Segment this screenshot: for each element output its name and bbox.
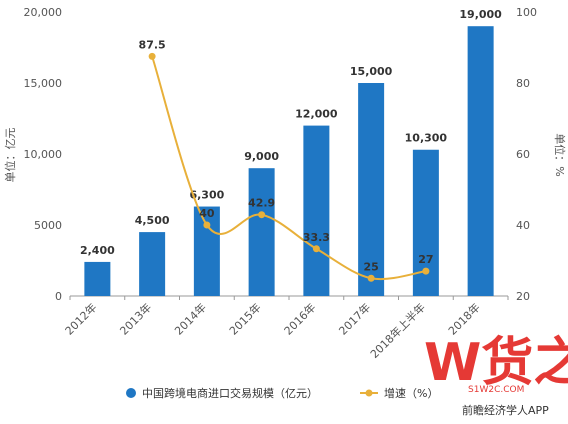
watermark-url: S1W2C.COM bbox=[468, 385, 524, 395]
bar bbox=[84, 261, 111, 296]
line-series: 87.5 40 42.9 33.3 25 27 bbox=[139, 38, 434, 282]
growth-point bbox=[258, 211, 266, 219]
left-axis-ticks: 0 5000 10,000 15,000 20,000 bbox=[24, 6, 63, 303]
growth-value-label: 40 bbox=[199, 207, 215, 220]
legend-line-label: 增速（%） bbox=[384, 386, 438, 400]
bar bbox=[467, 26, 494, 296]
bar-value-label: 6,300 bbox=[189, 189, 224, 202]
x-tick-label: 2012年 bbox=[62, 300, 99, 337]
bar-value-label: 10,300 bbox=[405, 132, 448, 145]
bar bbox=[358, 83, 385, 296]
x-tick-label: 2013年 bbox=[117, 300, 154, 337]
bar-value-label: 4,500 bbox=[135, 214, 170, 227]
x-tick-label: 2016年 bbox=[281, 300, 318, 337]
left-tick-label: 20,000 bbox=[24, 6, 63, 19]
bar bbox=[248, 168, 275, 296]
growth-value-label: 42.9 bbox=[248, 197, 275, 210]
right-tick-label: 80 bbox=[516, 77, 530, 90]
x-tick-label: 2015年 bbox=[226, 300, 263, 337]
left-axis-title: 单位：亿元 bbox=[3, 128, 17, 183]
growth-point bbox=[203, 221, 211, 229]
watermark-caption: 前瞻经济学人APP bbox=[462, 403, 549, 417]
axes bbox=[69, 295, 509, 300]
left-tick-label: 0 bbox=[55, 290, 62, 303]
legend-bar-swatch bbox=[126, 388, 136, 398]
bar-value-label: 12,000 bbox=[295, 108, 338, 121]
legend-bar-label: 中国跨境电商进口交易规模（亿元） bbox=[142, 386, 318, 400]
growth-point bbox=[312, 245, 320, 253]
growth-value-label: 87.5 bbox=[139, 38, 166, 51]
growth-value-label: 25 bbox=[363, 260, 378, 273]
bar bbox=[193, 206, 220, 296]
growth-value-label: 27 bbox=[418, 253, 433, 266]
right-axis-ticks: 20 40 60 80 100 bbox=[516, 6, 537, 303]
watermark-logo-text: W货之家 bbox=[424, 333, 568, 393]
growth-value-label: 33.3 bbox=[303, 231, 330, 244]
right-axis-title: 单位：% bbox=[553, 133, 567, 176]
growth-point bbox=[422, 267, 430, 275]
right-tick-label: 100 bbox=[516, 6, 537, 19]
bar-value-label: 19,000 bbox=[459, 8, 502, 21]
legend: 中国跨境电商进口交易规模（亿元） 增速（%） bbox=[126, 386, 438, 400]
growth-point bbox=[148, 52, 156, 60]
left-tick-label: 15,000 bbox=[24, 77, 63, 90]
x-tick-label: 2017年 bbox=[336, 300, 373, 337]
legend-line-marker bbox=[365, 389, 373, 397]
bar-value-label: 9,000 bbox=[244, 150, 279, 163]
bar bbox=[139, 232, 166, 296]
right-tick-label: 60 bbox=[516, 148, 530, 161]
growth-point bbox=[367, 274, 375, 282]
bar bbox=[303, 125, 330, 296]
right-tick-label: 20 bbox=[516, 290, 530, 303]
left-tick-label: 10,000 bbox=[24, 148, 63, 161]
bar-series: 2,400 4,500 6,300 9,000 12,000 15,000 10,300 19… bbox=[80, 8, 502, 296]
growth-line bbox=[151, 56, 427, 281]
bar-value-label: 15,000 bbox=[350, 65, 393, 78]
bar-value-label: 2,400 bbox=[80, 244, 115, 257]
left-tick-label: 5000 bbox=[34, 219, 62, 232]
x-tick-label: 2018年上半年 bbox=[367, 300, 428, 361]
right-tick-label: 40 bbox=[516, 219, 530, 232]
watermark-logo: W货之家 S1W2C.COM 前瞻经济学人APP bbox=[424, 333, 568, 417]
x-tick-label: 2014年 bbox=[172, 300, 209, 337]
